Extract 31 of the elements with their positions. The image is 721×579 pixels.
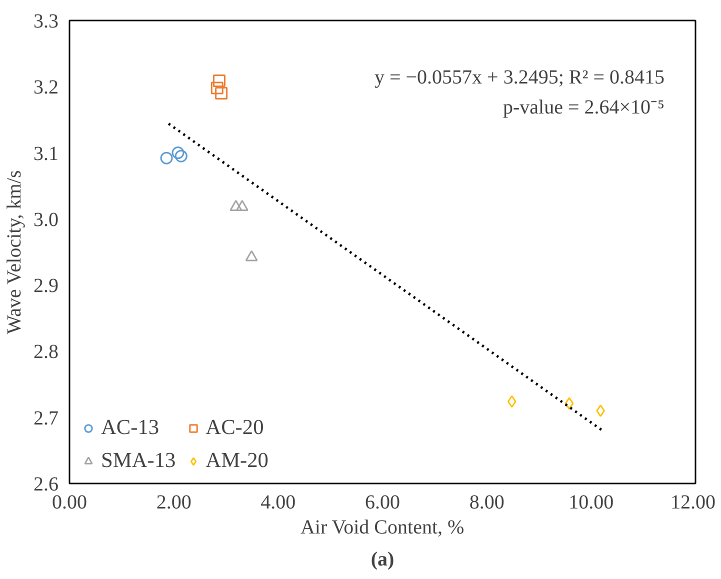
y-tick-label: 2.8 bbox=[34, 341, 58, 364]
x-tick-label: 12.00 bbox=[670, 492, 716, 514]
text: (a) bbox=[370, 548, 394, 570]
y-axis-title: Wave Velocity, km/s bbox=[4, 170, 26, 334]
x-axis-title: Air Void Content, % bbox=[300, 516, 464, 538]
legend-label: AC-20 bbox=[206, 415, 264, 440]
point bbox=[212, 74, 226, 87]
point bbox=[172, 146, 184, 160]
legend-label: AC-13 bbox=[101, 415, 160, 440]
point bbox=[210, 82, 224, 94]
y-tick-label: 3.3 bbox=[34, 10, 58, 32]
legend-label: AM-20 bbox=[206, 448, 268, 473]
point bbox=[507, 395, 516, 408]
point bbox=[215, 87, 228, 100]
y-tick-label: 2.7 bbox=[34, 407, 58, 430]
y-tick-label: 3.0 bbox=[34, 208, 58, 231]
x-tick-label: 10.00 bbox=[568, 492, 614, 514]
point bbox=[564, 397, 574, 410]
annotation: y = −0.0557x + 3.2495; R² = 0.8415 bbox=[374, 66, 665, 88]
point bbox=[160, 152, 173, 164]
y-tick-label: 3.2 bbox=[34, 76, 58, 99]
y-tick-label: 3.1 bbox=[34, 142, 58, 165]
x-tick-label: 8.00 bbox=[469, 492, 504, 514]
x-tick-label: 4.00 bbox=[260, 492, 296, 514]
y-tick-label: 2.9 bbox=[34, 275, 58, 298]
x-tick-label: 2.00 bbox=[156, 492, 192, 514]
point bbox=[245, 250, 258, 262]
x-tick-label: 6.00 bbox=[365, 492, 400, 514]
point bbox=[174, 150, 188, 162]
legend-label: SMA-13 bbox=[101, 448, 176, 473]
annotation: p-value = 2.64×10⁻⁵ bbox=[503, 96, 665, 118]
